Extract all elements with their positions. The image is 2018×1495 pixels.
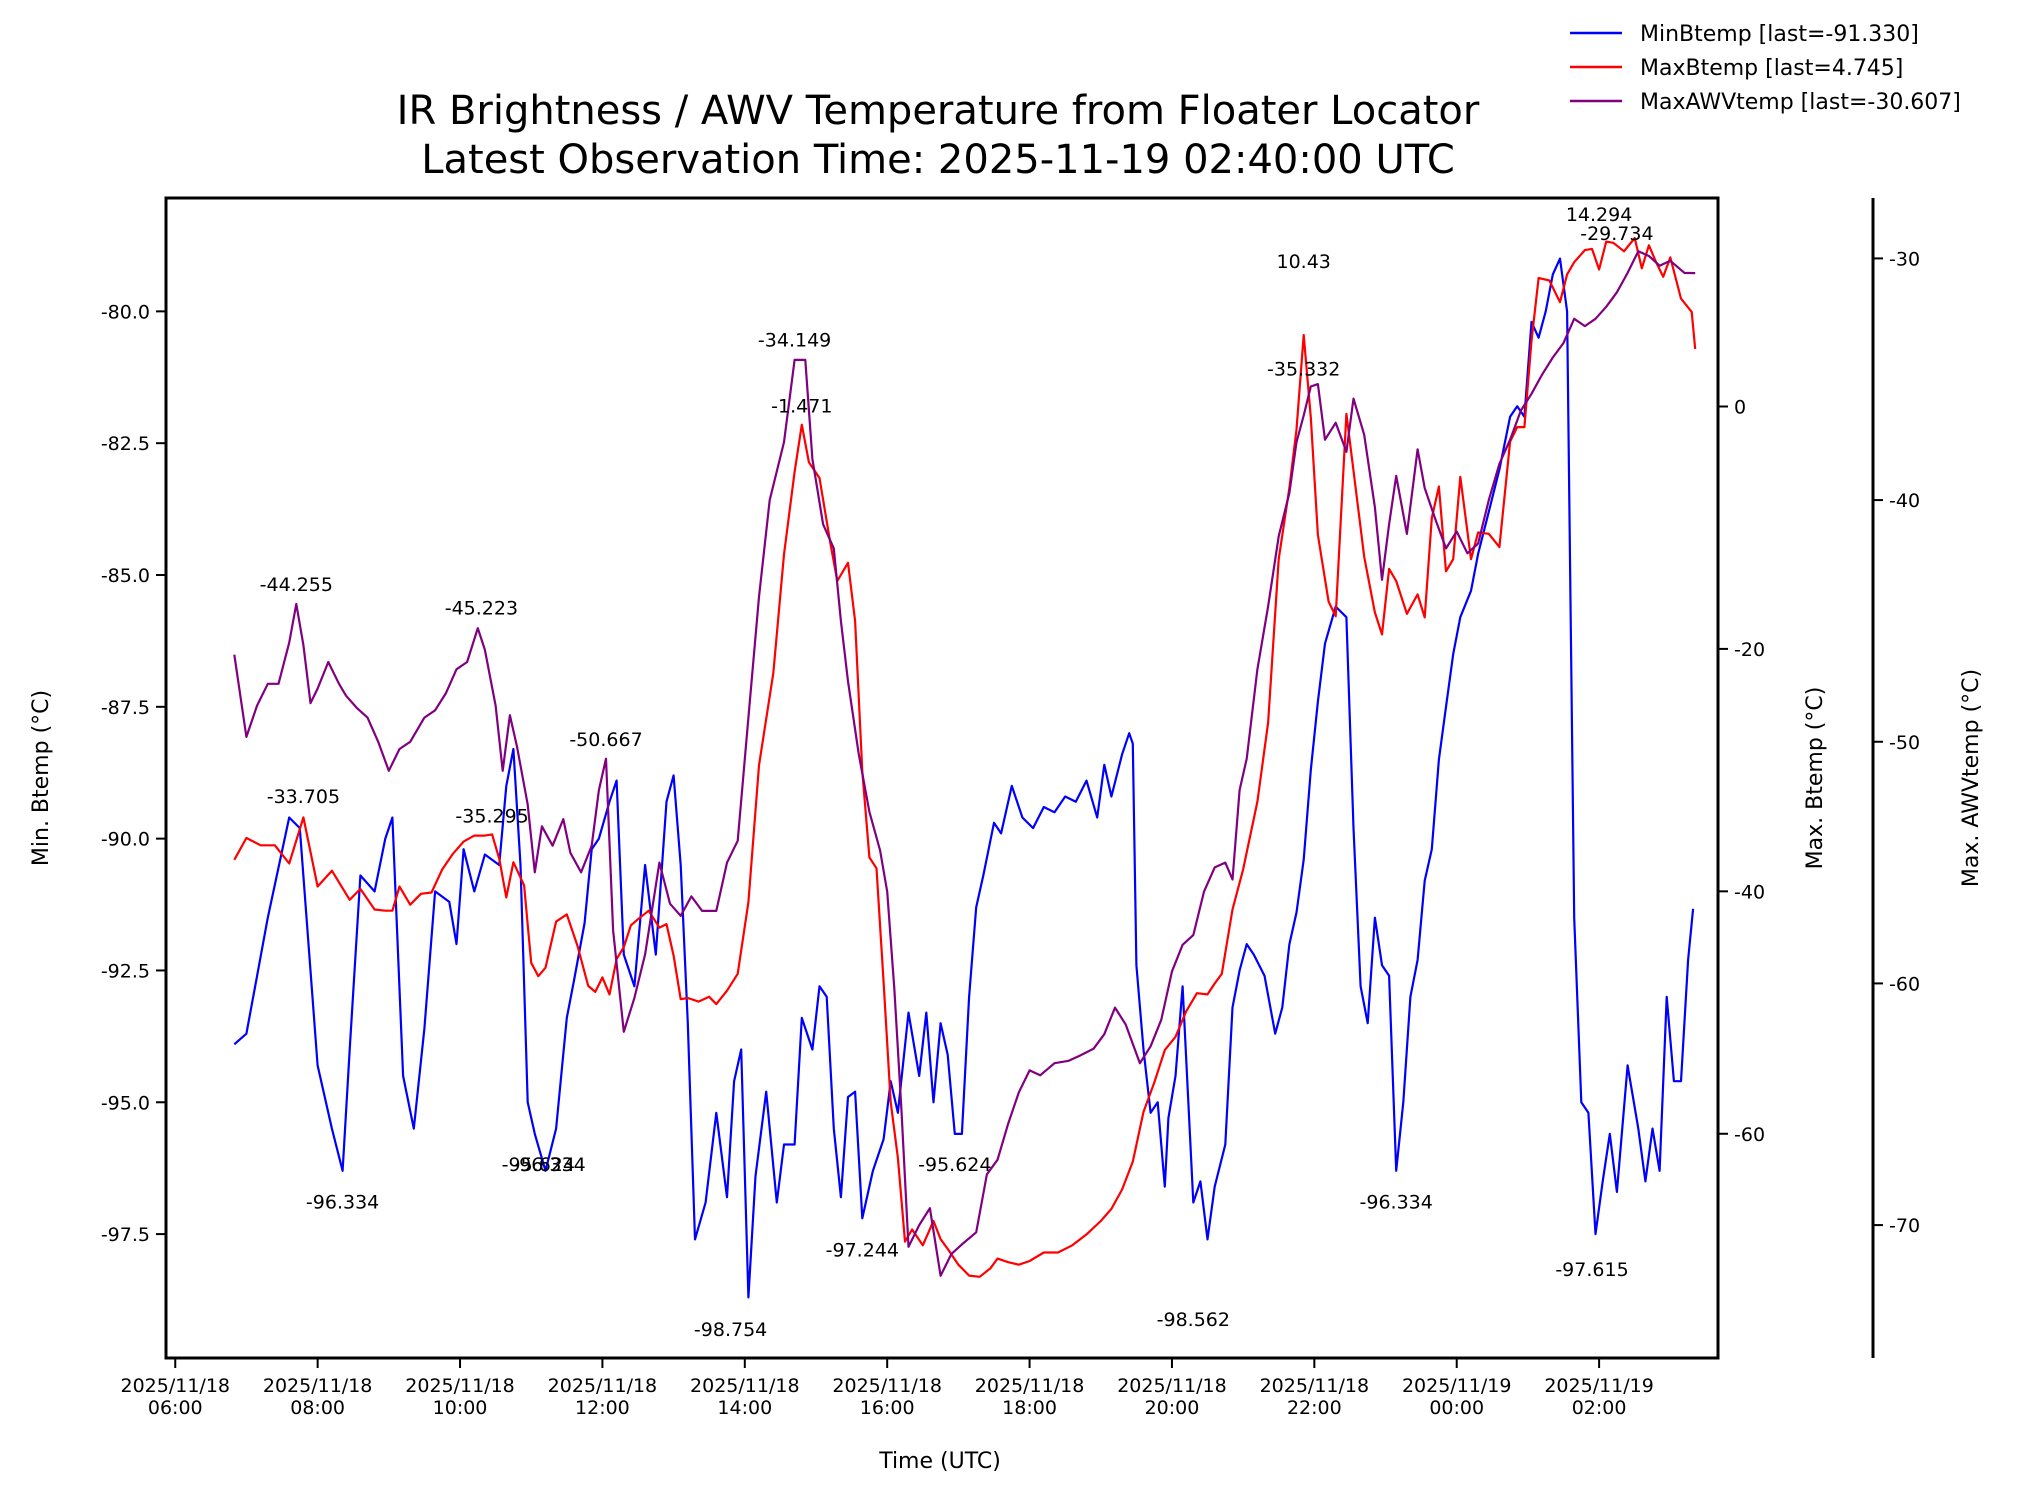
- x-tick-label: 2025/11/19 00:00: [1402, 1375, 1512, 1419]
- y-axis-right2: -30 -40 -50 -60 -70: [1873, 248, 1920, 1237]
- y-right2-tick-label: -50: [1889, 732, 1920, 754]
- y-right2-tick-label: -40: [1889, 490, 1920, 512]
- legend-entry: MaxBtemp [last=4.745]: [1640, 56, 1903, 81]
- data-label: -98.562: [1157, 1309, 1230, 1331]
- x-tick-label: 2025/11/18 20:00: [1117, 1375, 1227, 1419]
- y-right2-tick-label: -60: [1889, 973, 1920, 995]
- y-right-tick-label: 0: [1734, 396, 1746, 418]
- y-axis-right2-label: Max. AWVtemp (°C): [1959, 669, 1984, 887]
- data-label: -95.624: [918, 1154, 991, 1176]
- series-line-maxawvtemp: [233, 250, 1696, 1277]
- data-label: 10.43: [1276, 251, 1330, 273]
- chart-title: IR Brightness / AWV Temperature from Flo…: [397, 88, 1480, 134]
- y-axis-right: 0 -20 -40 -60: [1718, 396, 1765, 1146]
- y-left-tick-label: -90.0: [101, 829, 150, 851]
- x-tick-label: 2025/11/18 18:00: [975, 1375, 1085, 1419]
- data-label: -1.471: [771, 395, 832, 417]
- y-left-tick-label: -92.5: [101, 960, 150, 982]
- data-label: -29.734: [1580, 223, 1653, 245]
- data-label: -98.754: [694, 1319, 767, 1341]
- data-label: -96.334: [512, 1154, 585, 1176]
- y-axis-right-label: Max. Btemp (°C): [1803, 687, 1828, 870]
- data-label: -95.624: [502, 1154, 575, 1176]
- data-label: -97.615: [1555, 1259, 1628, 1281]
- y-left-tick-label: -87.5: [101, 697, 150, 719]
- y-left-tick-label: -97.5: [101, 1224, 150, 1246]
- x-tick-label: 2025/11/18 10:00: [405, 1375, 515, 1419]
- data-label: -34.149: [758, 330, 831, 352]
- x-axis: 2025/11/18 06:00 2025/11/18 08:00 2025/11/18…: [120, 1358, 1654, 1419]
- data-label: -35.295: [455, 805, 528, 827]
- x-tick-label: 2025/11/18 14:00: [690, 1375, 800, 1419]
- y-axis-left-label: Min. Btemp (°C): [29, 690, 54, 866]
- x-axis-label: Time (UTC): [878, 1449, 1001, 1474]
- x-tick-label: 2025/11/18 08:00: [263, 1375, 373, 1419]
- legend-entry: MaxAWVtemp [last=-30.607]: [1640, 90, 1961, 115]
- annotation-layer: -96.334 -33.705 -44.255 -45.223 -35.295 -95.6…: [260, 204, 1654, 1341]
- y-left-tick-label: -95.0: [101, 1092, 150, 1114]
- x-tick-label: 2025/11/19 02:00: [1544, 1375, 1654, 1419]
- y-right-tick-label: -60: [1734, 1124, 1765, 1146]
- x-tick-label: 2025/11/18 22:00: [1260, 1375, 1370, 1419]
- y-left-tick-label: -80.0: [101, 301, 150, 323]
- legend-entry: MinBtemp [last=-91.330]: [1640, 22, 1919, 47]
- y-right-tick-label: -40: [1734, 881, 1765, 903]
- data-label: -96.334: [1360, 1192, 1433, 1214]
- y-right2-tick-label: -30: [1889, 248, 1920, 270]
- x-tick-label: 2025/11/18 12:00: [548, 1375, 658, 1419]
- chart-subtitle: Latest Observation Time: 2025-11-19 02:4…: [421, 137, 1455, 183]
- series-line-minbtemp: [233, 257, 1695, 1299]
- data-label: -96.334: [306, 1192, 379, 1214]
- data-label: -35.332: [1267, 358, 1340, 380]
- x-tick-label: 2025/11/18 16:00: [832, 1375, 942, 1419]
- plot-frame: [164, 196, 1720, 1360]
- y-right2-tick-label: -70: [1889, 1215, 1920, 1237]
- y-axis-left: -80.0 -82.5 -85.0 -87.5 -90.0 -92.5 -95.0 -97.5: [101, 301, 166, 1246]
- series-layer: [233, 236, 1697, 1299]
- data-label: 14.294: [1566, 204, 1632, 226]
- y-left-tick-label: -85.0: [101, 565, 150, 587]
- legend: MinBtemp [last=-91.330] MaxBtemp [last=4.…: [1570, 22, 1961, 115]
- y-left-tick-label: -82.5: [101, 433, 150, 455]
- data-label: -45.223: [445, 597, 518, 619]
- data-label: -44.255: [260, 574, 333, 596]
- data-label: -33.705: [267, 786, 340, 808]
- y-right-tick-label: -20: [1734, 639, 1765, 661]
- data-label: -50.667: [569, 729, 642, 751]
- x-tick-label: 2025/11/18 06:00: [120, 1375, 230, 1419]
- data-label: -97.244: [826, 1240, 899, 1262]
